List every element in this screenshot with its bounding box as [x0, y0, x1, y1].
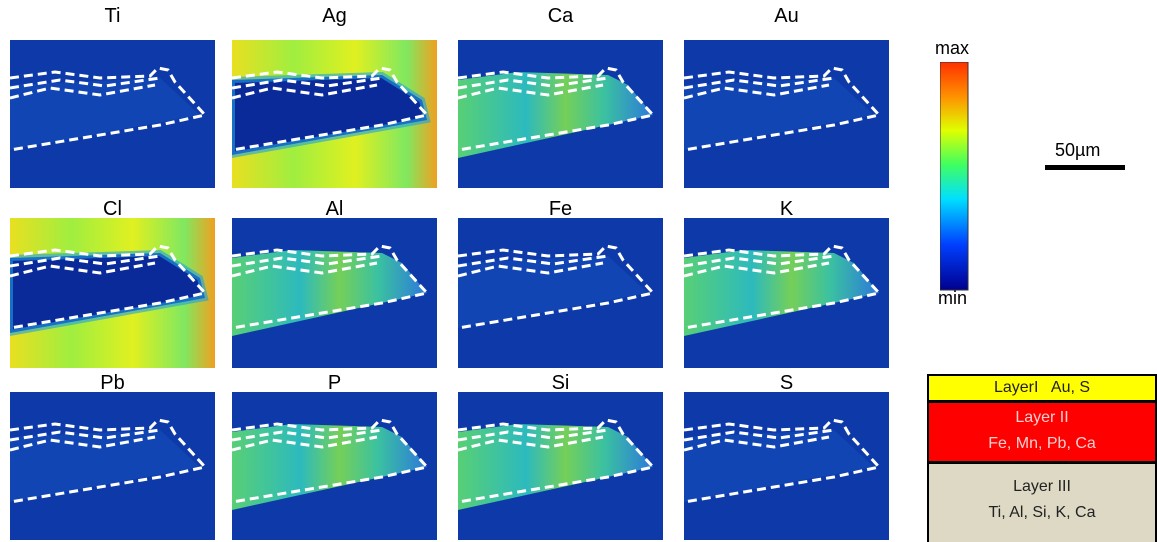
scale-bar-label: 50µm — [1055, 140, 1101, 160]
panel-label: Ti — [104, 5, 121, 27]
panel-label: Ag — [322, 5, 347, 27]
element-map — [232, 218, 437, 368]
colorbar-min: min — [938, 288, 968, 308]
layer-elements: Ti, Al, Si, K, Ca — [988, 504, 1096, 521]
panel-label: Au — [774, 5, 799, 27]
element-map — [684, 392, 889, 540]
element-map — [458, 392, 663, 540]
element-map — [684, 218, 889, 368]
element-map — [458, 40, 663, 188]
panel-label: Fe — [548, 198, 573, 220]
panel-label: S — [779, 372, 794, 394]
element-map — [458, 218, 663, 368]
element-map — [684, 40, 889, 188]
panel-label: P — [327, 372, 342, 394]
layer-legend: LayerI Au, S Layer II Fe, Mn, Pb, Ca Laye… — [927, 374, 1157, 542]
element-map — [232, 392, 437, 540]
layer-name: Layer II — [1015, 409, 1069, 426]
layer-elements: Fe, Mn, Pb, Ca — [988, 435, 1096, 452]
element-map — [10, 40, 215, 188]
element-map — [232, 40, 437, 188]
layer-3: Layer III Ti, Al, Si, K, Ca — [929, 464, 1155, 542]
layer-name: LayerI — [993, 379, 1039, 396]
element-map — [10, 392, 215, 540]
element-map — [10, 218, 215, 368]
layer-elements: Au, S — [1050, 379, 1091, 396]
panel-label: Ca — [547, 5, 574, 27]
panel-label: Al — [325, 198, 344, 220]
layer-name: Layer III — [1013, 478, 1071, 495]
panel-label: K — [779, 198, 794, 220]
panel-label: Cl — [103, 198, 122, 220]
colorbar — [940, 62, 969, 291]
scale-bar — [1045, 165, 1125, 170]
layer-1: LayerI Au, S — [929, 376, 1155, 400]
panel-label: Pb — [100, 372, 125, 394]
colorbar-max: max — [935, 38, 970, 58]
panel-label: Si — [551, 372, 570, 394]
layer-2: Layer II Fe, Mn, Pb, Ca — [929, 403, 1155, 461]
